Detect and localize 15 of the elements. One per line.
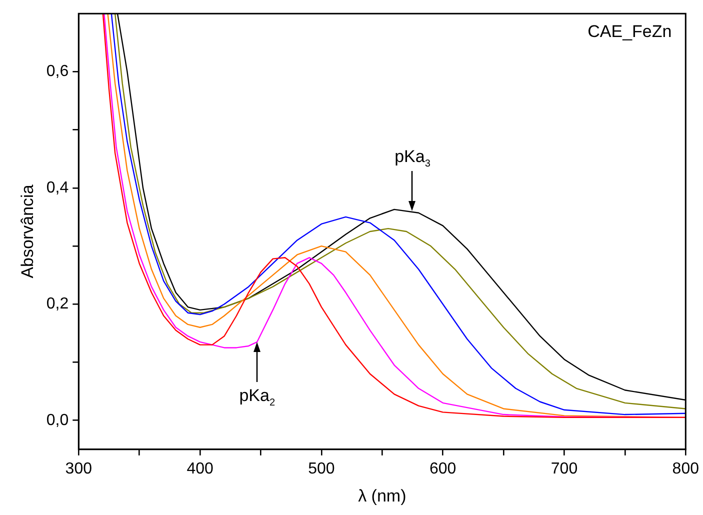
x-tick-label: 800 — [672, 460, 700, 478]
annotation: pKa$_{2}$ — [239, 386, 275, 408]
x-tick-label: 400 — [186, 460, 214, 478]
annotation: CAE_FeZn — [588, 22, 672, 42]
x-axis-title: λ (nm) — [358, 486, 406, 506]
y-tick-label: 0,6 — [46, 63, 69, 80]
x-tick-label: 300 — [65, 460, 92, 478]
x-tick-label: 500 — [308, 460, 335, 478]
x-tick-label: 700 — [550, 460, 578, 478]
y-tick-label: 0,4 — [46, 179, 69, 196]
x-tick-label: 600 — [429, 460, 456, 478]
annotation: pKa$_{3}$ — [394, 147, 430, 170]
y-axis-title: Absorvância — [18, 184, 37, 278]
y-tick-label: 0,0 — [46, 412, 69, 429]
y-tick-label: 0,2 — [46, 296, 69, 313]
